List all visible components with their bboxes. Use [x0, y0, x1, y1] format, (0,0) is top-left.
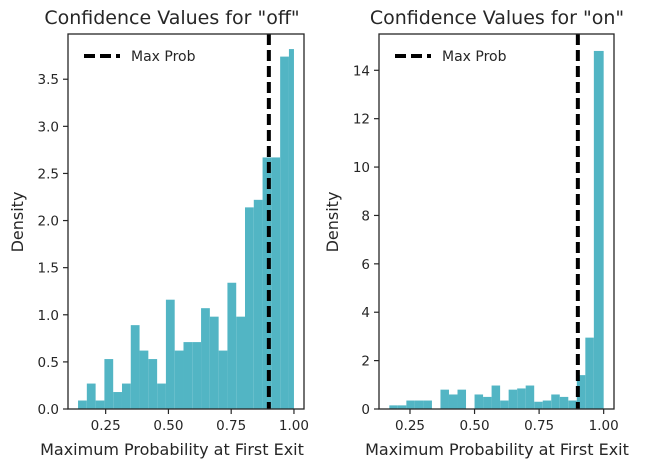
- histogram-bar: [139, 350, 149, 409]
- histogram-bar: [440, 389, 449, 409]
- y-tick-label: 2.5: [38, 166, 59, 182]
- y-tick-label: 1.5: [38, 261, 59, 277]
- histogram-bar: [500, 400, 509, 409]
- histogram-bar: [78, 400, 87, 409]
- x-axis-label: Maximum Probability at First Exit: [40, 440, 304, 459]
- histogram-bar: [227, 282, 237, 409]
- histogram-bar: [491, 385, 501, 409]
- y-tick-label: 2: [361, 354, 370, 370]
- histogram-bar: [245, 207, 254, 409]
- histogram-bar: [483, 396, 492, 409]
- y-axis-label: Density: [8, 192, 27, 253]
- legend-label: Max Prob: [442, 49, 507, 65]
- x-ticks: 0.25 0.50 0.75 1.00: [395, 409, 619, 434]
- y-tick-label: 1.0: [38, 308, 59, 324]
- histogram-bar: [508, 389, 518, 409]
- histogram-bar: [104, 359, 114, 409]
- histogram-bar: [271, 157, 281, 409]
- histogram-bar: [423, 400, 432, 409]
- histogram-bar: [448, 394, 458, 409]
- histogram-bar: [457, 389, 467, 409]
- histogram-bar: [534, 401, 543, 409]
- y-tick-label: 10: [353, 160, 370, 176]
- x-tick-label: 0.25: [395, 418, 425, 434]
- histogram-bar: [559, 396, 569, 409]
- histogram-bar: [121, 383, 131, 409]
- y-tick-label: 2.0: [38, 214, 59, 230]
- axes-frame: [378, 33, 615, 410]
- axes-frame: [67, 33, 305, 410]
- x-tick-label: 0.75: [524, 418, 554, 434]
- histogram-bar: [288, 49, 294, 409]
- histogram-bar: [95, 400, 105, 409]
- chart-off: Confidence Values for "off" 0.0 0.5 1.0 1.5…: [8, 7, 309, 459]
- x-tick-label: 0.50: [460, 418, 490, 434]
- y-tick-label: 4: [361, 305, 370, 321]
- y-tick-label: 6: [361, 257, 370, 273]
- histogram-bar: [86, 383, 96, 409]
- histogram-bar: [568, 400, 577, 409]
- legend-label: Max Prob: [131, 49, 196, 65]
- histogram-bar: [192, 342, 202, 409]
- chart-title: Confidence Values for "off": [44, 7, 299, 29]
- histogram-bar: [157, 383, 166, 409]
- histogram-bar: [576, 375, 586, 409]
- x-tick-label: 1.00: [589, 418, 619, 434]
- y-tick-label: 0.0: [38, 402, 59, 418]
- x-tick-label: 0.75: [216, 418, 246, 434]
- histogram-bar: [253, 199, 263, 409]
- histogram-bar: [397, 405, 407, 409]
- y-tick-label: 0.5: [38, 355, 59, 371]
- histogram-bar: [113, 392, 122, 409]
- histogram-bar: [585, 337, 594, 409]
- y-ticks: 0 2 4 6 8 10 12 14: [353, 63, 379, 418]
- histogram-bar: [209, 316, 219, 409]
- histogram-bar: [551, 394, 560, 409]
- histogram-bar: [236, 316, 245, 409]
- y-tick-label: 8: [361, 208, 370, 224]
- legend: Max Prob: [395, 49, 507, 65]
- y-tick-label: 14: [353, 63, 370, 79]
- x-ticks: 0.25 0.50 0.75 1.00: [91, 409, 309, 434]
- y-ticks: 0.0 0.5 1.0 1.5 2.0 2.5 3.0 3.5: [38, 72, 68, 418]
- x-axis-label: Maximum Probability at First Exit: [365, 440, 629, 459]
- histogram-bar: [542, 400, 552, 409]
- histogram-bar: [517, 388, 526, 409]
- histogram-bar: [406, 400, 415, 409]
- y-tick-label: 3.5: [38, 72, 59, 88]
- chart-on: Confidence Values for "on" 0 2 4 6 8 10 12 14 0…: [323, 7, 629, 459]
- histogram-bar: [130, 325, 140, 409]
- bars-group: [389, 50, 604, 409]
- y-tick-label: 0: [361, 402, 370, 418]
- y-tick-label: 3.0: [38, 119, 59, 135]
- histogram-bar: [165, 299, 175, 409]
- histogram-bar: [474, 394, 484, 409]
- x-tick-label: 0.50: [153, 418, 183, 434]
- histogram-bar: [525, 385, 535, 409]
- histogram-bar: [183, 342, 193, 409]
- histogram-bar: [389, 405, 398, 409]
- y-axis-label: Density: [323, 192, 342, 253]
- histogram-bar: [174, 350, 184, 409]
- x-tick-label: 0.25: [91, 418, 121, 434]
- histogram-bar: [201, 308, 210, 409]
- legend: Max Prob: [84, 49, 196, 65]
- x-tick-label: 1.00: [279, 418, 309, 434]
- y-tick-label: 12: [353, 112, 370, 128]
- histogram-bar: [593, 50, 604, 409]
- histogram-bar: [218, 350, 228, 409]
- histogram-bar: [280, 56, 289, 410]
- histogram-bar: [148, 359, 158, 409]
- histogram-bar: [414, 400, 424, 409]
- chart-title: Confidence Values for "on": [370, 7, 624, 29]
